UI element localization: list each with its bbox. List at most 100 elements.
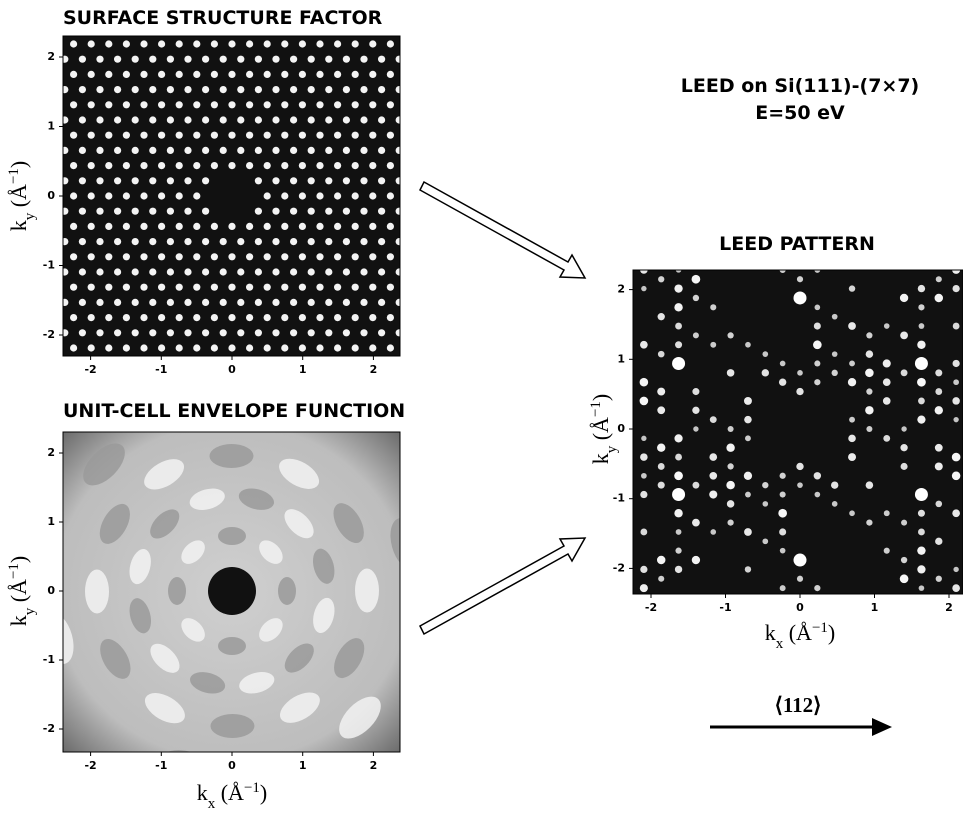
spot [316,101,324,109]
spot [657,387,666,396]
spot [140,222,148,230]
contour [339,696,381,739]
spot [184,360,191,367]
spot [848,285,856,292]
spot [63,238,69,246]
label-part: −1 [812,620,828,636]
spot [246,283,254,291]
spot [237,238,245,246]
spot [900,462,908,470]
spot [342,86,350,94]
spot [175,314,183,322]
spot [351,70,359,78]
spot [210,222,218,230]
spot [316,162,324,170]
spot [325,207,333,215]
spot [149,86,157,94]
spot [263,192,271,200]
spot [709,453,718,461]
spot [674,471,683,481]
spot [386,283,394,291]
spot [404,344,411,351]
spot [202,116,210,124]
spot [272,298,280,306]
spot [814,360,821,367]
spot [351,192,359,200]
spot [17,375,24,382]
spot [210,70,218,78]
spot [140,314,148,322]
spot [307,86,315,94]
spot [35,192,42,199]
spot [52,101,59,108]
spot [175,40,183,48]
spot [865,350,874,358]
spot [343,360,350,367]
spot [298,253,306,261]
spot [378,298,386,306]
spot [378,55,386,63]
spot [193,192,201,200]
spot [395,146,400,154]
spot [87,40,95,48]
spot [953,379,959,386]
spot [210,314,218,322]
spot [814,491,821,498]
spot [122,131,130,139]
spot [674,434,683,443]
spot [70,253,78,261]
spot [193,70,201,78]
spot [378,146,386,154]
spot [175,283,183,291]
spot [131,268,139,276]
spot [290,360,297,367]
contour [278,577,296,605]
spot [726,369,735,377]
spot [351,40,359,48]
spot [114,268,122,276]
spot [254,268,262,276]
spot [360,360,367,367]
spot [184,238,192,246]
spot [369,40,377,48]
spot [96,177,104,185]
spot [44,360,51,367]
spot [395,116,400,124]
panel-title: SURFACE STRUCTURE FACTOR [63,7,383,29]
spot [639,584,648,593]
background [633,270,963,594]
spot [675,341,683,349]
spot [290,177,298,185]
spot [17,101,24,108]
contour [210,713,255,738]
contour [279,458,320,489]
spot [105,162,113,170]
spot [35,375,42,382]
spot [114,207,122,215]
spot [351,162,359,170]
spot [334,344,342,352]
spot [96,298,104,306]
spot [952,322,960,330]
spot [404,101,411,108]
spot [422,253,429,260]
spot [431,360,438,367]
spot [140,253,148,261]
spot [263,101,271,109]
spot [360,207,368,215]
spot [882,397,891,405]
spot [26,360,33,367]
spot [865,481,874,489]
plot-area [17,36,438,382]
spot [298,344,306,352]
spot [228,101,236,109]
y-tick-label: 2 [47,446,55,459]
label-part: ) [6,161,31,168]
spot [35,314,42,321]
spot [44,208,51,215]
plot-area [63,432,400,752]
spot [140,101,148,109]
spot [952,509,960,518]
spot [166,86,174,94]
spot [796,575,804,582]
